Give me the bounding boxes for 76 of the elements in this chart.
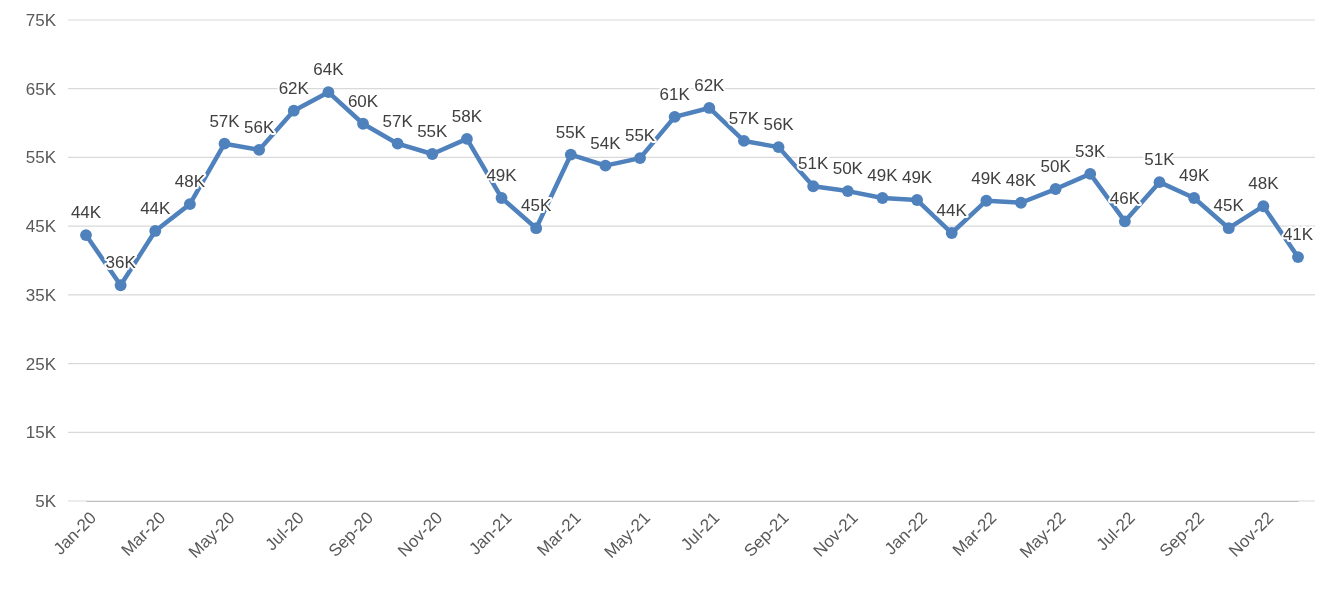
data-label: 51K <box>1144 150 1176 170</box>
data-label: 49K <box>971 168 1003 188</box>
point <box>1153 176 1166 189</box>
point <box>1257 200 1270 213</box>
point <box>183 198 196 211</box>
data-label: 53K <box>1075 141 1107 161</box>
point <box>668 110 681 123</box>
point <box>945 227 958 239</box>
point <box>218 137 231 150</box>
point <box>322 86 335 99</box>
data-label: 44K <box>140 198 172 218</box>
point <box>253 143 266 156</box>
point <box>738 135 750 147</box>
data-label: 51K <box>798 154 829 174</box>
data-label: 50K <box>832 159 864 179</box>
point <box>807 180 820 193</box>
point <box>599 159 612 172</box>
data-label: 57K <box>382 111 414 131</box>
point <box>1222 222 1235 235</box>
y-tick-label: 75K <box>25 10 57 30</box>
data-label: 58K <box>451 106 483 126</box>
point <box>1188 192 1201 204</box>
data-label: 49K <box>1178 165 1210 185</box>
point <box>1015 196 1027 209</box>
y-tick-label: 25K <box>25 354 57 374</box>
point <box>149 225 162 237</box>
data-label: 55K <box>624 126 656 146</box>
data-label: 55K <box>555 122 587 142</box>
point <box>911 194 923 206</box>
data-label: 45K <box>1213 196 1245 216</box>
point <box>703 102 716 114</box>
data-label: 41K <box>1282 225 1314 245</box>
data-label: 64K <box>313 60 345 80</box>
point <box>876 192 889 204</box>
point <box>772 141 785 154</box>
y-tick-label: 15K <box>25 423 57 443</box>
point <box>1084 168 1097 180</box>
point <box>1118 215 1131 228</box>
data-label: 48K <box>1005 170 1037 190</box>
data-label: 54K <box>590 133 622 153</box>
data-label: 48K <box>1248 174 1280 194</box>
data-label: 61K <box>659 84 691 104</box>
point <box>114 279 127 292</box>
y-tick-label: 55K <box>25 148 57 168</box>
y-tick-label: 5K <box>35 491 57 511</box>
y-tick-label: 45K <box>25 217 57 237</box>
data-label: 46K <box>1109 189 1141 209</box>
data-label: 57K <box>728 108 760 128</box>
data-label: 49K <box>901 168 933 188</box>
data-label: 56K <box>763 115 795 135</box>
point <box>841 185 854 197</box>
point <box>426 148 439 160</box>
point <box>287 104 300 117</box>
point <box>461 132 473 145</box>
data-label: 57K <box>209 111 241 131</box>
data-label: 56K <box>244 117 275 137</box>
y-tick-label: 65K <box>25 79 57 99</box>
point <box>495 192 508 204</box>
point <box>1049 183 1062 195</box>
point <box>1292 251 1304 263</box>
data-label: 50K <box>1040 157 1072 177</box>
data-label: 44K <box>936 201 968 221</box>
point <box>357 117 369 130</box>
point <box>634 152 646 165</box>
point <box>80 229 92 241</box>
data-label: 60K <box>347 91 379 111</box>
y-tick-label: 35K <box>25 285 57 305</box>
point <box>980 194 993 207</box>
data-label: 62K <box>278 78 310 98</box>
data-label: 62K <box>694 75 726 95</box>
point <box>391 137 404 150</box>
data-label: 44K <box>70 203 102 223</box>
point <box>564 148 577 161</box>
point <box>530 222 543 235</box>
data-label: 55K <box>417 121 449 141</box>
data-label: 49K <box>867 165 899 185</box>
